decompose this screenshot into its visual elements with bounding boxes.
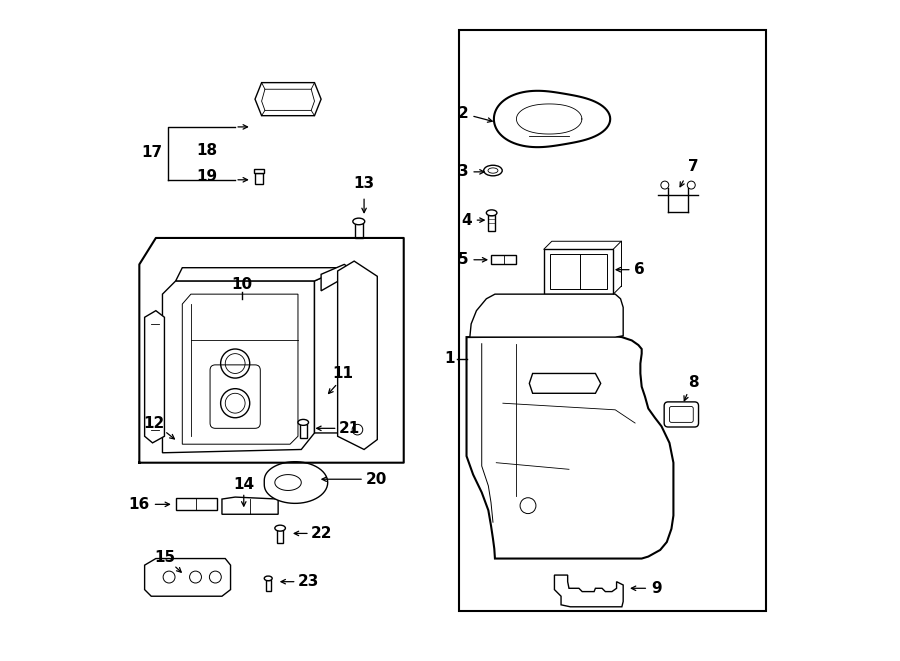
Text: 11: 11 bbox=[332, 366, 354, 381]
Text: 20: 20 bbox=[365, 472, 387, 486]
Text: 5: 5 bbox=[458, 253, 469, 267]
Ellipse shape bbox=[265, 576, 272, 581]
Text: 18: 18 bbox=[196, 143, 217, 157]
Ellipse shape bbox=[488, 168, 498, 173]
Text: 6: 6 bbox=[634, 262, 644, 277]
Polygon shape bbox=[145, 311, 165, 443]
Bar bbox=[355, 223, 363, 238]
Polygon shape bbox=[529, 373, 600, 393]
Bar bbox=[266, 580, 271, 591]
Polygon shape bbox=[265, 461, 328, 504]
Polygon shape bbox=[183, 294, 298, 444]
Polygon shape bbox=[262, 89, 314, 110]
Polygon shape bbox=[176, 268, 344, 281]
Polygon shape bbox=[554, 575, 623, 607]
Text: 4: 4 bbox=[461, 213, 472, 227]
Bar bbox=[300, 424, 307, 438]
Bar bbox=[277, 530, 284, 543]
Text: 19: 19 bbox=[196, 169, 217, 184]
Bar bbox=[254, 169, 265, 173]
Text: 17: 17 bbox=[141, 145, 163, 160]
Bar bbox=[489, 215, 495, 231]
Text: 13: 13 bbox=[354, 176, 374, 191]
Bar bbox=[459, 30, 766, 611]
Text: 12: 12 bbox=[143, 416, 165, 430]
Polygon shape bbox=[466, 336, 673, 559]
Ellipse shape bbox=[483, 165, 502, 176]
Text: 2: 2 bbox=[458, 106, 469, 121]
Text: 9: 9 bbox=[652, 581, 662, 596]
Polygon shape bbox=[494, 91, 610, 147]
Bar bbox=[544, 249, 613, 294]
Text: 22: 22 bbox=[311, 526, 333, 541]
Text: 23: 23 bbox=[298, 574, 320, 589]
FancyBboxPatch shape bbox=[664, 402, 698, 427]
Polygon shape bbox=[222, 497, 278, 514]
Polygon shape bbox=[274, 475, 302, 490]
Text: 1: 1 bbox=[445, 352, 455, 366]
Ellipse shape bbox=[353, 218, 364, 225]
Polygon shape bbox=[163, 281, 314, 453]
Bar bbox=[255, 173, 263, 184]
Text: 7: 7 bbox=[688, 159, 698, 174]
Ellipse shape bbox=[274, 525, 285, 531]
Bar bbox=[176, 498, 217, 510]
Text: 16: 16 bbox=[129, 497, 150, 512]
Text: 3: 3 bbox=[458, 165, 469, 179]
Text: 14: 14 bbox=[233, 477, 255, 492]
Polygon shape bbox=[470, 294, 623, 337]
Polygon shape bbox=[321, 264, 371, 292]
Polygon shape bbox=[314, 268, 371, 433]
Polygon shape bbox=[338, 261, 377, 449]
Ellipse shape bbox=[298, 420, 309, 426]
Text: 8: 8 bbox=[688, 375, 698, 389]
Polygon shape bbox=[145, 559, 230, 596]
Ellipse shape bbox=[486, 210, 497, 215]
Bar bbox=[491, 255, 516, 264]
Bar bbox=[551, 254, 607, 289]
Text: 10: 10 bbox=[231, 277, 252, 292]
Polygon shape bbox=[255, 83, 321, 116]
FancyBboxPatch shape bbox=[670, 407, 693, 422]
Text: 21: 21 bbox=[339, 421, 360, 436]
Text: 15: 15 bbox=[154, 550, 175, 564]
